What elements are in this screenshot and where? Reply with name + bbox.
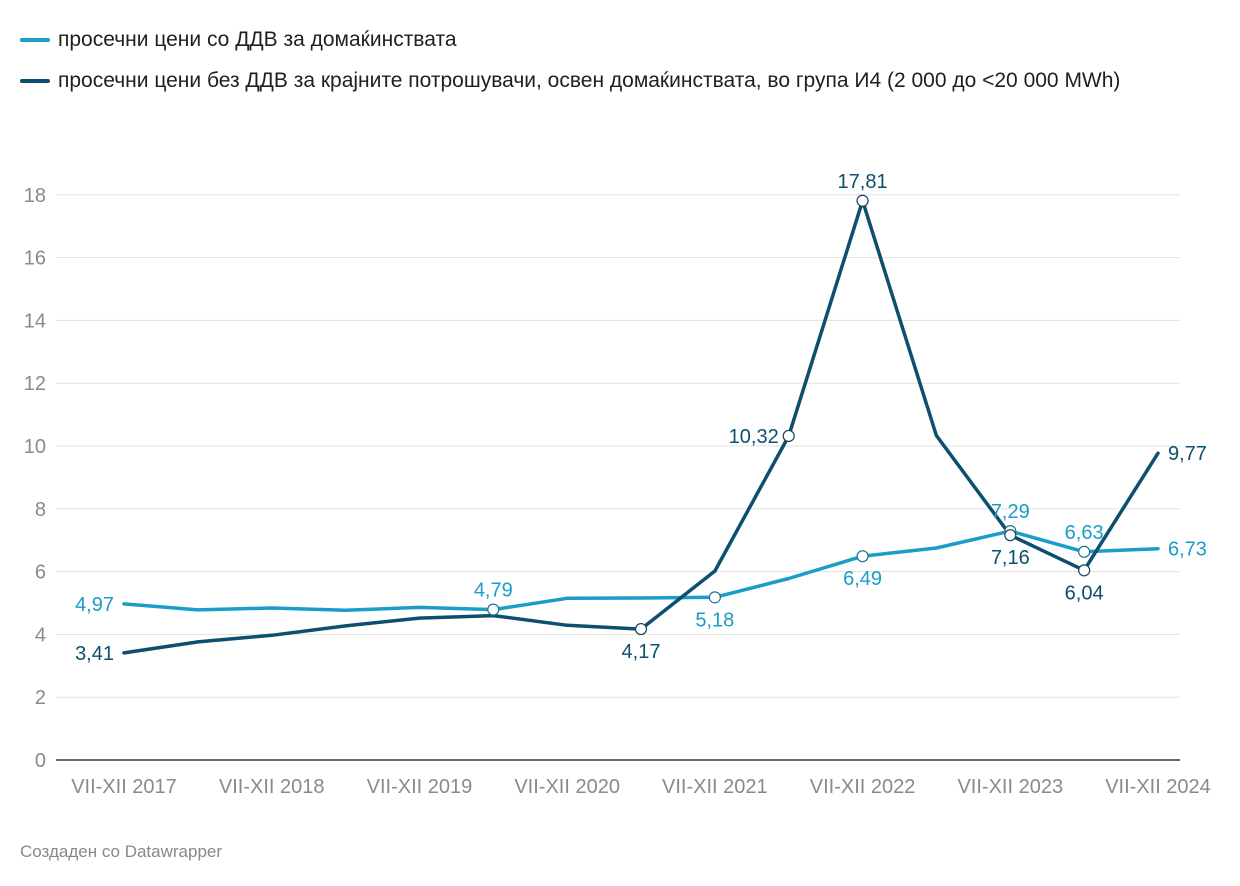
data-label-non-households: 6,04 [1065, 582, 1104, 604]
series-line-households [122, 529, 1160, 612]
x-axis-ticks: VII-XII 2017 VII-XII 2018 VII-XII 2019 VII-… [71, 776, 1211, 798]
x-tick-label: VII-XII 2018 [219, 776, 325, 798]
data-label-households: 5,18 [695, 609, 734, 631]
legend-label-households: просечни цени со ДДВ за домаќинствата [58, 28, 457, 51]
y-tick-label: 0 [35, 750, 46, 772]
x-tick-label: VII-XII 2023 [957, 776, 1063, 798]
x-tick-label: VII-XII 2020 [514, 776, 620, 798]
data-label-households: 4,97 [75, 594, 114, 616]
data-point-marker-ring [782, 430, 795, 442]
data-label-non-households: 9,77 [1168, 443, 1207, 465]
y-tick-label: 6 [35, 562, 46, 584]
data-label-households: 6,63 [1065, 522, 1104, 544]
grid-layer: 0 2 4 6 8 10 12 14 16 18 [24, 185, 1180, 772]
legend-swatch-non-households [20, 79, 50, 83]
credit-text: Создаден со Datawrapper [20, 842, 223, 861]
legend-item-households[interactable]: просечни цени со ДДВ за домаќинствата [20, 22, 1200, 57]
y-tick-label: 8 [35, 499, 46, 521]
data-point-marker-ring [1078, 564, 1091, 577]
data-label-households: 4,79 [474, 580, 513, 602]
data-point-marker-ring [1004, 529, 1017, 542]
data-point-marker-ring [635, 623, 647, 635]
series-lines [122, 199, 1160, 655]
y-tick-label: 12 [24, 373, 46, 395]
x-tick-label: VII-XII 2019 [367, 776, 473, 798]
x-tick-label: VII-XII 2021 [662, 776, 768, 798]
y-tick-label: 18 [24, 185, 46, 207]
data-label-non-households: 10,32 [729, 426, 779, 448]
y-tick-label: 14 [24, 310, 46, 332]
data-label-non-households: 4,17 [622, 641, 661, 663]
data-point-marker-ring [708, 591, 721, 604]
y-tick-label: 2 [35, 687, 46, 709]
data-point-marker-ring [856, 194, 869, 207]
legend-swatch-households [20, 38, 50, 42]
data-label-households: 7,29 [991, 501, 1030, 523]
y-tick-label: 4 [35, 624, 46, 646]
data-point-marker-ring [487, 603, 500, 616]
data-labels: 4,97 4,79 5,18 6,49 7,29 6,63 6,73 3,41 4,17 10,3… [75, 171, 1207, 665]
legend-item-non-households[interactable]: просечни цени без ДДВ за крајните потрош… [20, 63, 1200, 98]
data-point-marker-ring [1078, 545, 1091, 558]
data-label-non-households: 3,41 [75, 643, 114, 665]
data-label-households: 6,73 [1168, 539, 1207, 561]
y-tick-label: 10 [24, 436, 46, 458]
x-tick-label: VII-XII 2024 [1105, 776, 1211, 798]
data-label-non-households: 17,81 [838, 171, 888, 193]
x-tick-label: VII-XII 2017 [71, 776, 177, 798]
legend-label-non-households: просечни цени без ДДВ за крајните потрош… [58, 69, 1121, 92]
x-tick-label: VII-XII 2022 [810, 776, 916, 798]
data-label-households: 6,49 [843, 568, 882, 590]
series-markers [487, 194, 1091, 636]
legend: просечни цени со ДДВ за домаќинствата пр… [20, 22, 1200, 104]
data-point-marker-ring [856, 550, 869, 563]
data-label-non-households: 7,16 [991, 547, 1030, 569]
series-line-non-households [122, 199, 1160, 655]
y-tick-label: 16 [24, 248, 46, 270]
